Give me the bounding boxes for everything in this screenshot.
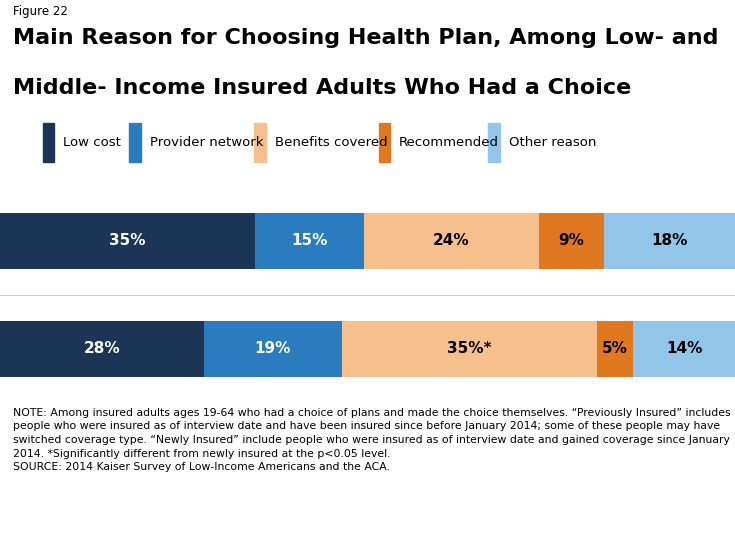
Bar [254, 123, 266, 162]
Bar [539, 213, 604, 269]
Text: NOTE: Among insured adults ages 19-64 who had a choice of plans and made the cho: NOTE: Among insured adults ages 19-64 wh… [13, 408, 731, 472]
Bar [597, 321, 633, 376]
Text: Other reason: Other reason [509, 136, 596, 149]
Text: Middle- Income Insured Adults Who Had a Choice: Middle- Income Insured Adults Who Had a … [13, 78, 631, 98]
Text: Benefits covered: Benefits covered [275, 136, 387, 149]
Text: 5%: 5% [602, 341, 628, 356]
Text: 28%: 28% [84, 341, 121, 356]
Text: Provider network: Provider network [150, 136, 263, 149]
Text: KAISER: KAISER [623, 483, 682, 498]
Text: 15%: 15% [291, 234, 328, 249]
Text: Recommended: Recommended [399, 136, 499, 149]
Text: 35%*: 35%* [447, 341, 492, 356]
Text: 24%: 24% [433, 234, 470, 249]
Text: THE HENRY J.: THE HENRY J. [629, 470, 675, 476]
Bar [0, 213, 255, 269]
Text: 9%: 9% [559, 234, 584, 249]
Bar [488, 123, 500, 162]
Bar [204, 321, 342, 376]
Text: Figure 22: Figure 22 [13, 6, 68, 18]
Bar [633, 321, 735, 376]
Text: Main Reason for Choosing Health Plan, Among Low- and: Main Reason for Choosing Health Plan, Am… [13, 28, 719, 48]
Text: FOUNDATION: FOUNDATION [624, 523, 681, 532]
Bar [364, 213, 539, 269]
Bar [379, 123, 390, 162]
Bar [0, 321, 204, 376]
Text: 19%: 19% [255, 341, 291, 356]
Text: 35%: 35% [109, 234, 146, 249]
Text: 18%: 18% [651, 234, 688, 249]
Text: Low cost: Low cost [63, 136, 121, 149]
Bar [255, 213, 364, 269]
Text: 14%: 14% [666, 341, 702, 356]
Bar [129, 123, 141, 162]
Bar [342, 321, 597, 376]
Bar [604, 213, 735, 269]
Text: FAMILY: FAMILY [623, 503, 681, 518]
Bar [43, 123, 54, 162]
